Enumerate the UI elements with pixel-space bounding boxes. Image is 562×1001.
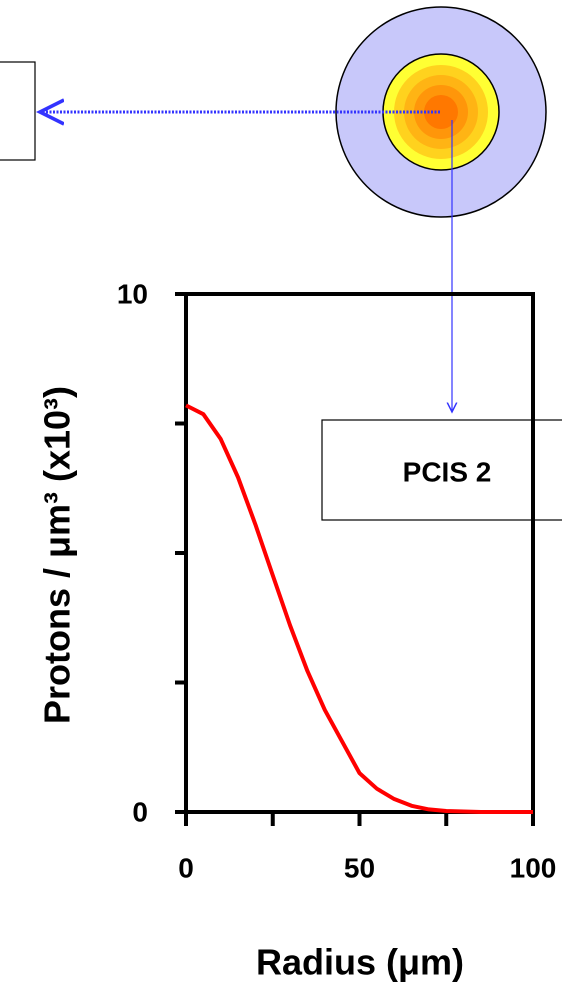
left-box bbox=[0, 61, 36, 161]
plot-frame bbox=[184, 292, 535, 814]
y-tick-label: 10 bbox=[117, 278, 148, 309]
x-tick-label: 100 bbox=[510, 852, 557, 883]
x-tick-label: 0 bbox=[178, 852, 194, 883]
x-tick-label: 50 bbox=[344, 852, 375, 883]
y-tick-label: 0 bbox=[132, 796, 148, 827]
x-axis-label: Radius (μm) bbox=[256, 942, 464, 983]
annotation-box bbox=[321, 419, 562, 521]
data-line bbox=[185, 403, 533, 814]
core-center bbox=[424, 95, 458, 129]
annotation: PCIS 2 bbox=[403, 456, 492, 487]
y-axis-label: Protons / μm³ (x10³) bbox=[37, 386, 78, 724]
